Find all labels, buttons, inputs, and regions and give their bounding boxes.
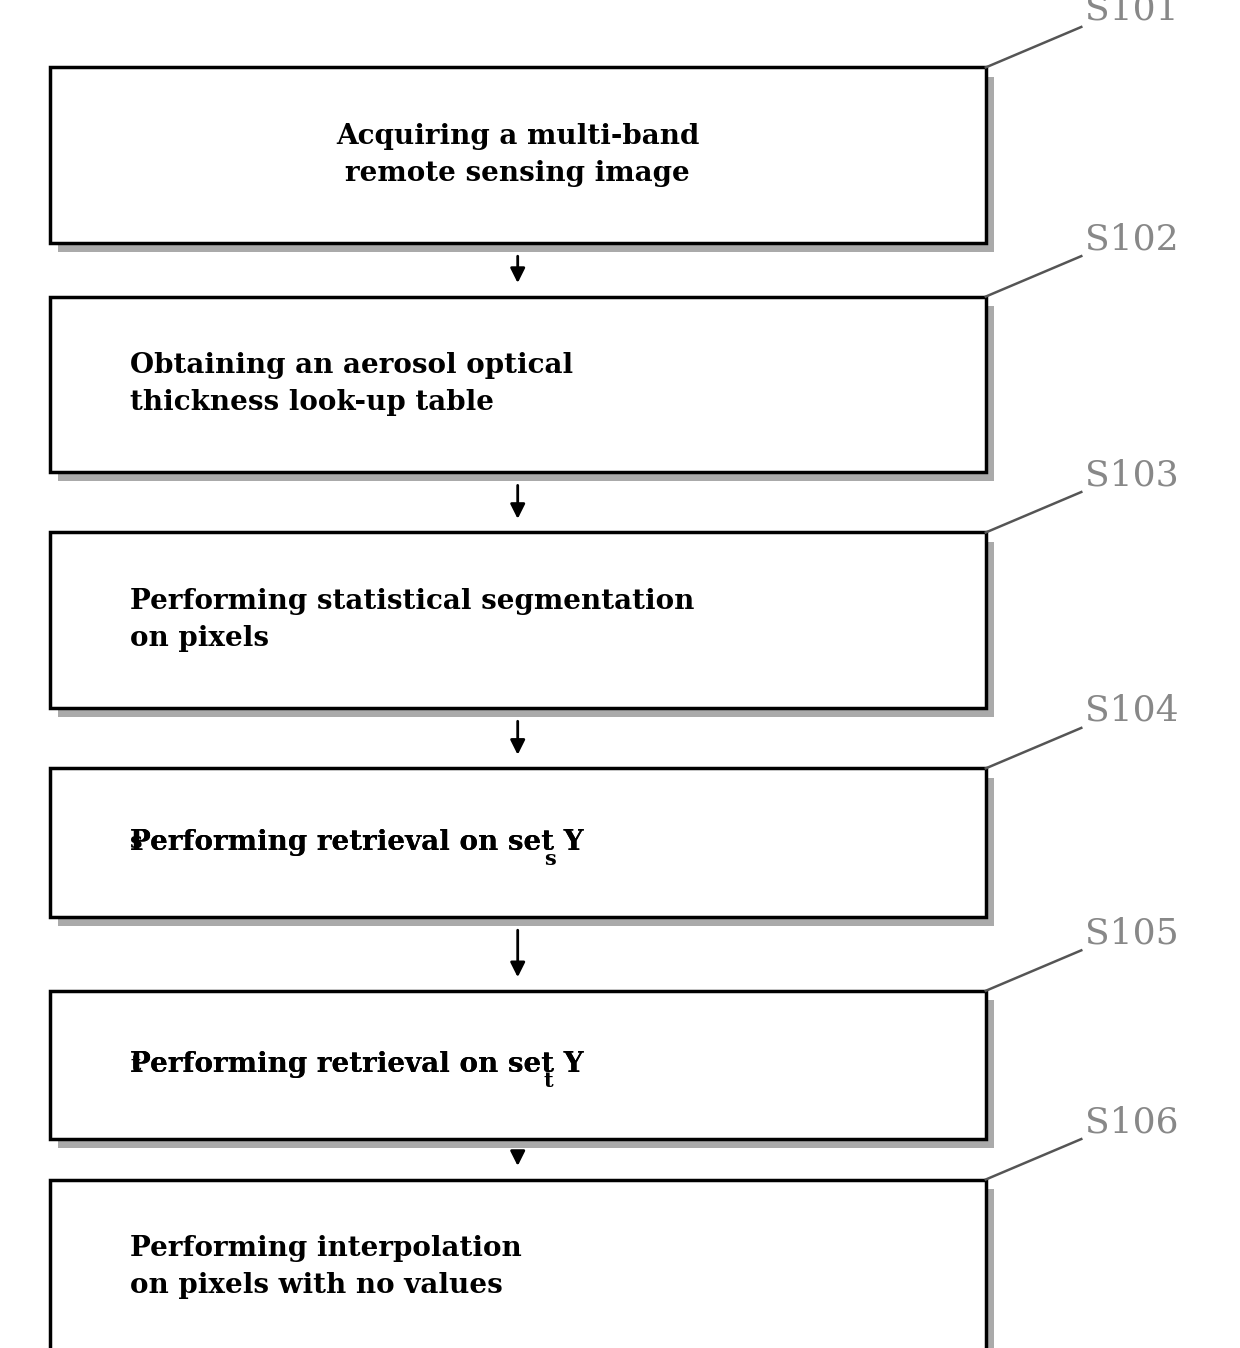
Bar (50, 768, 986, 917)
Text: t: t (543, 1072, 553, 1091)
Bar (50, 67, 986, 243)
Text: t: t (130, 1054, 140, 1076)
Bar (58, 778, 994, 926)
Text: Performing retrieval on set Y: Performing retrieval on set Y (130, 1051, 584, 1078)
Bar (58, 542, 994, 717)
Bar (50, 991, 986, 1139)
Text: S104: S104 (1085, 694, 1179, 728)
Text: Performing retrieval on set Y: Performing retrieval on set Y (130, 829, 584, 856)
Bar (50, 1180, 986, 1348)
Text: S103: S103 (1085, 458, 1179, 492)
Text: S101: S101 (1085, 0, 1179, 27)
Bar (58, 1189, 994, 1348)
Text: S102: S102 (1085, 222, 1179, 256)
Text: Acquiring a multi-band
remote sensing image: Acquiring a multi-band remote sensing im… (336, 123, 699, 187)
Bar (50, 297, 986, 472)
Text: S105: S105 (1085, 917, 1179, 950)
Bar (50, 532, 986, 708)
Text: S106: S106 (1085, 1105, 1178, 1139)
Bar (58, 1000, 994, 1148)
Text: s: s (543, 849, 556, 868)
Text: Obtaining an aerosol optical
thickness look-up table: Obtaining an aerosol optical thickness l… (130, 352, 573, 417)
Text: Performing retrieval on set Y: Performing retrieval on set Y (130, 1051, 584, 1078)
Bar (58, 77, 994, 252)
Text: Performing statistical segmentation
on pixels: Performing statistical segmentation on p… (130, 588, 694, 652)
Text: Performing retrieval on set Y: Performing retrieval on set Y (130, 829, 584, 856)
Text: Performing interpolation
on pixels with no values: Performing interpolation on pixels with … (130, 1235, 522, 1299)
Text: s: s (130, 830, 143, 853)
Bar (58, 306, 994, 481)
